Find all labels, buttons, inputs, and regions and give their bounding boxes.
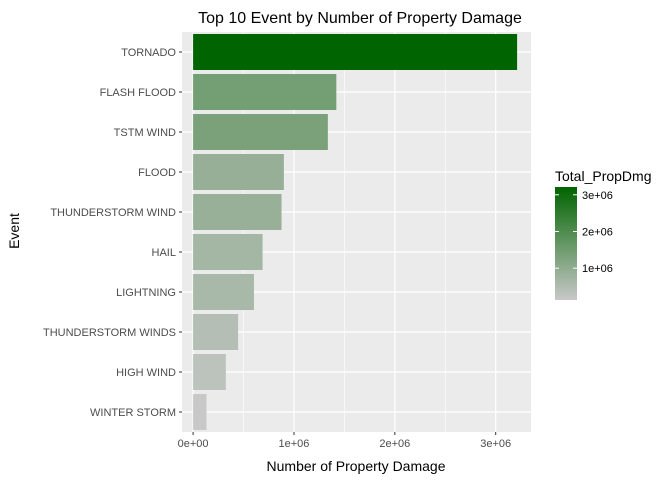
x-tick-label: 1e+06	[279, 438, 310, 450]
y-tick-label: THUNDERSTORM WIND	[50, 207, 176, 219]
y-tick-label: HIGH WIND	[116, 367, 176, 379]
bar	[193, 114, 328, 150]
bar	[193, 234, 263, 270]
bar	[193, 194, 282, 230]
y-tick-label: TSTM WIND	[114, 127, 176, 139]
legend-tick-label: 2e+06	[582, 226, 613, 238]
bar	[193, 34, 518, 70]
y-tick-label: THUNDERSTORM WINDS	[43, 327, 176, 339]
legend-tick-label: 1e+06	[582, 263, 613, 275]
x-tick-label: 0e+00	[178, 438, 209, 450]
y-tick-label: WINTER STORM	[90, 407, 176, 419]
y-tick-label: TORNADO	[121, 47, 176, 59]
legend-title: Total_PropDmg	[555, 168, 652, 184]
y-axis-ticks: TORNADO FLASH FLOOD TSTM WIND FLOOD THUNDERS…	[43, 47, 182, 419]
bar	[193, 274, 254, 310]
legend-colorbar	[555, 187, 577, 300]
x-axis-ticks: 0e+00 1e+06 2e+06 3e+06	[178, 432, 511, 450]
y-tick-label: FLOOD	[138, 167, 176, 179]
bar	[193, 354, 226, 390]
bars	[193, 34, 518, 430]
bar	[193, 314, 239, 350]
y-axis-title: Event	[6, 213, 22, 249]
bar	[193, 74, 337, 110]
chart-title: Top 10 Event by Number of Property Damag…	[198, 10, 522, 27]
bar	[193, 154, 284, 190]
x-tick-label: 3e+06	[480, 438, 511, 450]
y-tick-label: HAIL	[152, 247, 176, 259]
legend-ticks: 1e+06 2e+06 3e+06	[555, 190, 613, 275]
legend-tick-label: 3e+06	[582, 190, 613, 202]
y-tick-label: FLASH FLOOD	[100, 87, 176, 99]
y-tick-label: LIGHTNING	[116, 287, 176, 299]
x-tick-label: 2e+06	[379, 438, 410, 450]
legend: Total_PropDmg 1e+06 2e+06 3e+06	[555, 168, 652, 300]
x-axis-title: Number of Property Damage	[267, 458, 446, 474]
bar	[193, 394, 207, 430]
